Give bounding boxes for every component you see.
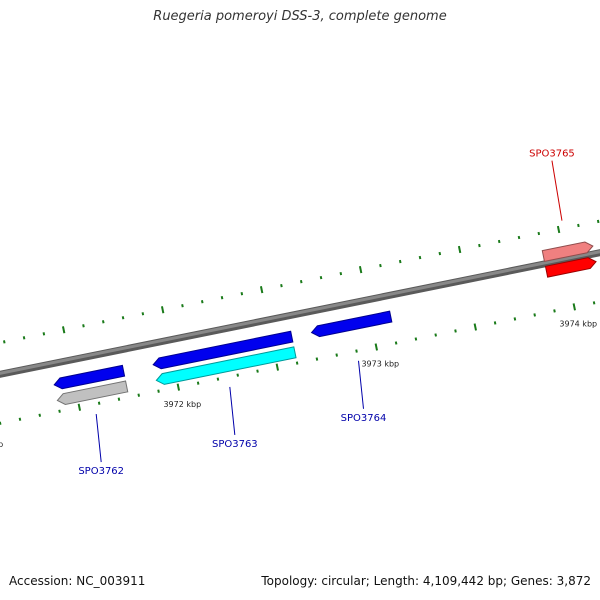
gene-label-leader bbox=[229, 386, 236, 435]
reverse-tick bbox=[572, 303, 576, 311]
forward-tick bbox=[181, 304, 184, 308]
forward-tick bbox=[596, 219, 600, 224]
reverse-tick bbox=[236, 373, 240, 377]
tick-label: 3972 kbp bbox=[163, 400, 201, 409]
gene-label-leader bbox=[551, 160, 563, 221]
reverse-tick bbox=[196, 381, 200, 385]
reverse-tick bbox=[157, 389, 160, 393]
reverse-tick bbox=[553, 309, 556, 313]
reverse-tick bbox=[38, 413, 42, 417]
genome-backbone bbox=[0, 249, 600, 378]
accession-text: Accession: NC_003911 bbox=[9, 574, 146, 588]
gene-label: SPO3764 bbox=[341, 413, 387, 424]
forward-tick bbox=[22, 336, 26, 340]
forward-cds-arrow bbox=[541, 241, 594, 263]
reverse-cds-arrow bbox=[56, 380, 129, 405]
reverse-tick bbox=[355, 349, 358, 353]
forward-tick bbox=[556, 225, 561, 234]
reverse-tick bbox=[434, 333, 437, 337]
forward-tick bbox=[280, 283, 283, 288]
reverse-tick bbox=[58, 409, 61, 413]
forward-tick bbox=[418, 255, 422, 260]
reverse-tick bbox=[216, 377, 220, 381]
forward-tick bbox=[121, 316, 125, 320]
reverse-gene-arrow bbox=[152, 330, 294, 370]
feature-track bbox=[53, 241, 597, 405]
reverse-tick bbox=[117, 397, 121, 401]
forward-tick bbox=[319, 275, 323, 280]
forward-tick bbox=[101, 320, 105, 324]
genome-summary-text: Topology: circular; Length: 4,109,442 bp… bbox=[261, 574, 591, 588]
reverse-tick bbox=[137, 393, 141, 397]
reverse-tick bbox=[176, 383, 181, 391]
reverse-tick bbox=[275, 363, 280, 371]
tick-label: 3971 kbp bbox=[0, 440, 3, 449]
reverse-tick bbox=[256, 369, 259, 373]
gene-label-leader bbox=[358, 360, 365, 409]
reverse-tick bbox=[454, 329, 457, 333]
forward-tick bbox=[200, 300, 204, 304]
gene-label-track: sfsAmapSPO3765SPO3759SPO3762SPO3763SPO37… bbox=[78, 149, 575, 477]
reverse-tick bbox=[315, 357, 319, 361]
reverse-cds-arrow bbox=[155, 346, 297, 385]
forward-tick bbox=[577, 223, 580, 228]
forward-tick bbox=[220, 296, 224, 300]
reverse-tick bbox=[374, 343, 378, 351]
forward-tick bbox=[457, 245, 462, 254]
reverse-tick bbox=[414, 337, 418, 341]
gene-label-leader bbox=[95, 413, 102, 463]
gene-label: SPO3763 bbox=[212, 439, 258, 450]
reverse-tick bbox=[473, 323, 477, 331]
forward-tick bbox=[42, 332, 46, 336]
forward-tick bbox=[160, 306, 165, 314]
forward-tick-track bbox=[2, 219, 600, 344]
forward-tick bbox=[61, 326, 66, 334]
reverse-tick-track bbox=[0, 301, 596, 425]
reverse-gene-arrow bbox=[53, 364, 126, 390]
forward-tick bbox=[2, 340, 6, 344]
forward-tick bbox=[537, 231, 541, 236]
forward-tick bbox=[82, 324, 85, 328]
forward-tick bbox=[358, 265, 363, 274]
tick-label: 3974 kbp bbox=[559, 320, 597, 329]
reverse-tick bbox=[394, 341, 398, 345]
forward-tick bbox=[299, 279, 303, 284]
reverse-tick bbox=[493, 321, 497, 325]
reverse-tick bbox=[97, 401, 101, 405]
reverse-tick bbox=[533, 313, 536, 317]
forward-tick bbox=[240, 292, 244, 296]
forward-tick bbox=[339, 271, 343, 276]
reverse-tick bbox=[77, 403, 82, 411]
reverse-tick bbox=[592, 301, 596, 305]
page-title: Ruegeria pomeroyi DSS-3, complete genome bbox=[153, 9, 447, 24]
reverse-gene-arrow bbox=[310, 310, 393, 338]
backbone-shadow bbox=[0, 249, 600, 378]
tick-label: 3973 kbp bbox=[361, 360, 399, 369]
gene-label: SPO3765 bbox=[529, 149, 575, 160]
forward-tick bbox=[379, 263, 382, 268]
reverse-tick bbox=[295, 361, 299, 365]
forward-tick bbox=[141, 312, 145, 316]
forward-tick bbox=[438, 251, 442, 256]
forward-tick bbox=[478, 243, 481, 248]
forward-tick bbox=[517, 235, 521, 240]
reverse-tick bbox=[335, 353, 339, 357]
backbone-line bbox=[0, 250, 600, 375]
forward-tick bbox=[259, 286, 264, 294]
forward-gene-arrow bbox=[544, 257, 597, 278]
reverse-tick bbox=[513, 317, 517, 321]
reverse-tick bbox=[18, 417, 22, 421]
gene-label: SPO3762 bbox=[78, 466, 124, 477]
forward-tick bbox=[497, 239, 501, 244]
forward-tick bbox=[398, 259, 402, 264]
